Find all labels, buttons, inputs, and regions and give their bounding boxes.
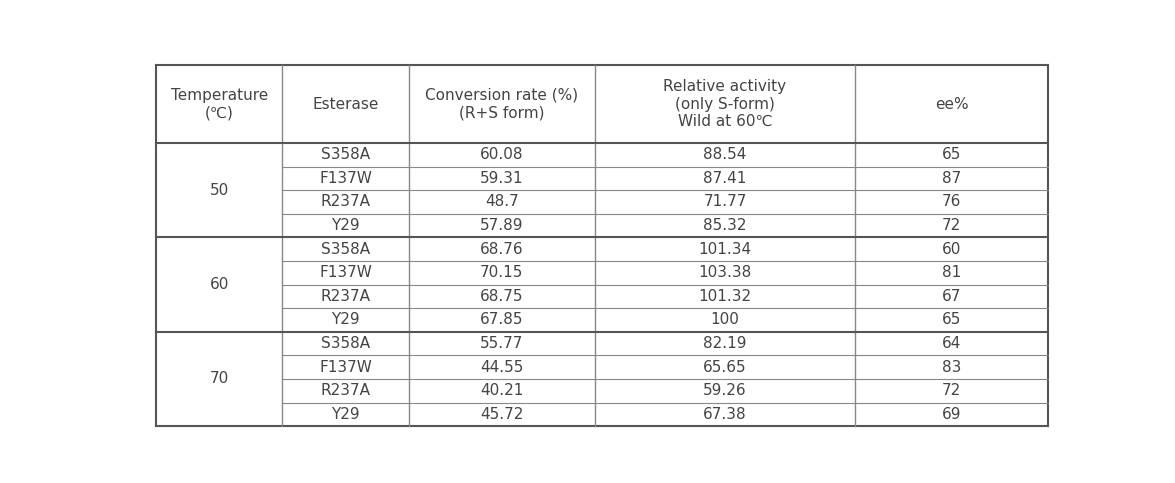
Text: 85.32: 85.32 xyxy=(703,218,746,233)
Text: 82.19: 82.19 xyxy=(703,336,746,351)
Text: 44.55: 44.55 xyxy=(481,360,524,375)
Text: 69: 69 xyxy=(942,407,961,422)
Text: 55.77: 55.77 xyxy=(481,336,524,351)
Text: F137W: F137W xyxy=(320,265,372,280)
Text: 76: 76 xyxy=(942,195,961,210)
Text: R237A: R237A xyxy=(321,383,370,398)
Text: 59.26: 59.26 xyxy=(703,383,747,398)
Text: F137W: F137W xyxy=(320,171,372,186)
Text: Relative activity
(only S-form)
Wild at 60℃: Relative activity (only S-form) Wild at … xyxy=(664,79,786,129)
Text: 83: 83 xyxy=(942,360,961,375)
Text: 48.7: 48.7 xyxy=(485,195,518,210)
Text: 67: 67 xyxy=(942,289,961,304)
Text: S358A: S358A xyxy=(321,242,370,256)
Text: 60: 60 xyxy=(209,277,229,292)
Text: 68.76: 68.76 xyxy=(481,242,524,256)
Text: ee%: ee% xyxy=(935,97,968,112)
Text: 59.31: 59.31 xyxy=(481,171,524,186)
Text: 103.38: 103.38 xyxy=(698,265,752,280)
Text: Y29: Y29 xyxy=(331,313,360,327)
Text: 57.89: 57.89 xyxy=(481,218,524,233)
Text: 101.34: 101.34 xyxy=(698,242,752,256)
Text: 60.08: 60.08 xyxy=(481,147,524,162)
Text: F137W: F137W xyxy=(320,360,372,375)
Text: 72: 72 xyxy=(942,218,961,233)
Text: S358A: S358A xyxy=(321,336,370,351)
Text: Temperature
(℃): Temperature (℃) xyxy=(170,88,268,120)
Text: 65: 65 xyxy=(942,147,961,162)
Text: 67.38: 67.38 xyxy=(703,407,747,422)
Text: 65: 65 xyxy=(942,313,961,327)
Text: Esterase: Esterase xyxy=(313,97,378,112)
Text: 40.21: 40.21 xyxy=(481,383,524,398)
Text: 81: 81 xyxy=(942,265,961,280)
Text: 88.54: 88.54 xyxy=(704,147,746,162)
Text: S358A: S358A xyxy=(321,147,370,162)
Text: 70: 70 xyxy=(209,371,229,386)
Text: Y29: Y29 xyxy=(331,407,360,422)
Text: R237A: R237A xyxy=(321,195,370,210)
Text: 100: 100 xyxy=(711,313,739,327)
Text: 64: 64 xyxy=(942,336,961,351)
Text: 67.85: 67.85 xyxy=(481,313,524,327)
Text: 60: 60 xyxy=(942,242,961,256)
Text: 71.77: 71.77 xyxy=(704,195,746,210)
Text: 70.15: 70.15 xyxy=(481,265,524,280)
Text: R237A: R237A xyxy=(321,289,370,304)
Text: 101.32: 101.32 xyxy=(698,289,752,304)
Text: 50: 50 xyxy=(209,183,229,198)
Text: 72: 72 xyxy=(942,383,961,398)
Text: 65.65: 65.65 xyxy=(703,360,747,375)
Text: Conversion rate (%)
(R+S form): Conversion rate (%) (R+S form) xyxy=(425,88,578,120)
Text: 87: 87 xyxy=(942,171,961,186)
Text: 87.41: 87.41 xyxy=(704,171,746,186)
Text: 68.75: 68.75 xyxy=(481,289,524,304)
Text: Y29: Y29 xyxy=(331,218,360,233)
Text: 45.72: 45.72 xyxy=(481,407,524,422)
